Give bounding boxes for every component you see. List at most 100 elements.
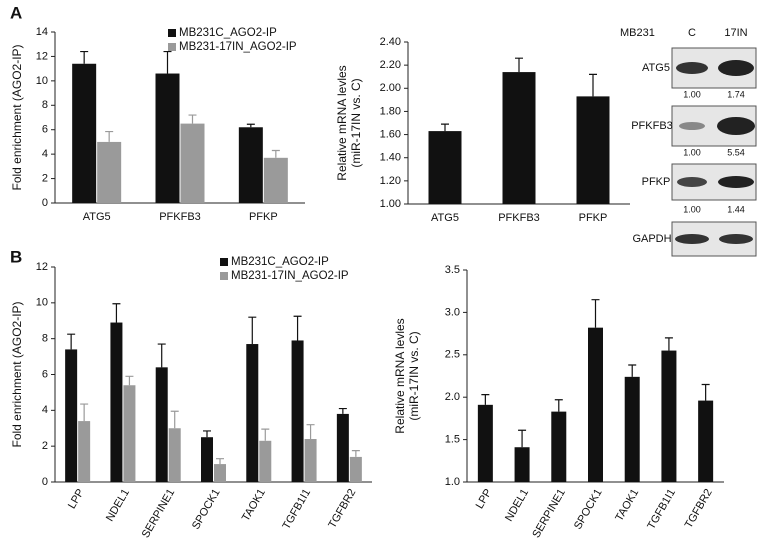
error-bar (518, 429, 527, 448)
y-tick-label: 1.20 (380, 175, 401, 187)
bar (263, 157, 288, 203)
legend-label: MB231-17IN_AGO2-IP (231, 270, 349, 282)
bar (661, 350, 677, 482)
panel-label: A (10, 3, 22, 22)
bar (349, 456, 362, 482)
blot-quant: 1.00 (683, 204, 701, 214)
x-tick-label: ATG5 (83, 211, 111, 223)
band (675, 234, 709, 244)
y-tick-label: 8 (42, 99, 48, 111)
y-tick-label: 2.5 (445, 349, 460, 361)
blot-quant: 1.44 (727, 204, 745, 214)
error-bar (481, 394, 490, 405)
bar (502, 72, 536, 204)
band (677, 177, 707, 187)
y-tick-label: 2.40 (380, 36, 401, 48)
y-tick-label: 8 (42, 333, 48, 345)
legend-swatch (168, 43, 176, 51)
bar (551, 411, 567, 482)
x-tick-label: SPOCK1 (572, 487, 605, 532)
x-tick-label: SERPINE1 (140, 487, 178, 540)
bar (72, 63, 97, 203)
blot-row-label: PFKP (642, 176, 671, 188)
bar (477, 404, 493, 482)
legend-label: MB231C_AGO2-IP (231, 256, 329, 268)
error-bar (554, 399, 563, 412)
y-tick-label: 6 (42, 124, 48, 136)
error-bar (248, 316, 257, 345)
y-axis-label: Fold enrichment (AGO2-IP) (10, 44, 24, 190)
bar (698, 400, 714, 482)
bar (514, 447, 530, 482)
x-tick-label: TGFBR2 (326, 487, 358, 531)
x-tick-label: PFKFB3 (498, 212, 540, 224)
x-tick-label: NDEL1 (104, 487, 132, 524)
y-tick-label: 1.5 (445, 434, 460, 446)
band (679, 122, 705, 130)
x-tick-label: ATG5 (431, 212, 459, 224)
bar (291, 340, 304, 482)
bar (214, 464, 226, 482)
y-tick-label: 1.40 (380, 152, 401, 164)
error-bar (293, 315, 302, 341)
x-tick-label: PFKP (579, 212, 608, 224)
y-tick-label: 4 (42, 148, 48, 160)
blot-quant: 1.00 (683, 147, 701, 157)
x-tick-label: PFKFB3 (159, 211, 201, 223)
error-bar (105, 130, 114, 142)
bar (155, 73, 180, 204)
bar (336, 413, 349, 482)
bar (78, 421, 91, 482)
error-bar (515, 57, 523, 73)
band (718, 60, 754, 76)
error-bar (80, 403, 89, 422)
x-tick-label: NDEL1 (503, 487, 531, 524)
blot-quant: 1.00 (683, 89, 701, 99)
blot-row-label: GAPDH (632, 233, 671, 245)
western-blot: MB231 C 17IN ATG5 1.00 1.74 PFKFB3 1.00 … (620, 27, 757, 257)
error-bar (664, 337, 673, 351)
y-tick-label: 6 (42, 368, 48, 380)
band (676, 62, 708, 74)
error-bar (188, 114, 197, 124)
bar (201, 437, 213, 482)
y-axis-label: Relative mRNA levles (393, 318, 407, 433)
y-tick-label: 12 (36, 50, 48, 62)
bar (168, 428, 181, 482)
y-tick-label: 2 (42, 440, 48, 452)
blot-row-label: PFKFB3 (631, 120, 673, 132)
bar (588, 327, 603, 482)
x-tick-label: LPP (66, 487, 87, 511)
y-axis-label: Fold enrichment (AGO2-IP) (10, 301, 24, 447)
y-tick-label: 12 (36, 261, 48, 273)
blot-quant: 1.74 (727, 89, 745, 99)
error-bar (80, 50, 89, 64)
y-tick-label: 2 (42, 172, 48, 184)
error-bar (351, 450, 360, 457)
bar (259, 440, 272, 482)
error-bar (628, 364, 637, 377)
bar (97, 141, 122, 203)
bar (180, 123, 205, 203)
blot-row-label: ATG5 (642, 62, 670, 74)
error-bar (591, 299, 600, 328)
legend-swatch (220, 272, 228, 280)
x-tick-label: SPOCK1 (190, 487, 223, 532)
y-tick-label: 3.0 (445, 306, 460, 318)
error-bar (216, 458, 224, 465)
y-tick-label: 0 (42, 197, 48, 209)
blot-lane: C (688, 27, 696, 39)
legend-label: MB231C_AGO2-IP (179, 27, 277, 39)
bar (65, 349, 78, 482)
bar (624, 376, 640, 482)
y-tick-label: 1.80 (380, 105, 401, 117)
bar (576, 96, 610, 204)
error-bar (246, 123, 255, 128)
bar (304, 439, 317, 482)
error-bar (170, 410, 179, 429)
bar (428, 131, 462, 204)
bar (155, 367, 168, 482)
bar (246, 344, 259, 482)
y-axis-label: (miR-17IN vs. C) (349, 78, 363, 167)
blot-lane: 17IN (724, 27, 747, 39)
